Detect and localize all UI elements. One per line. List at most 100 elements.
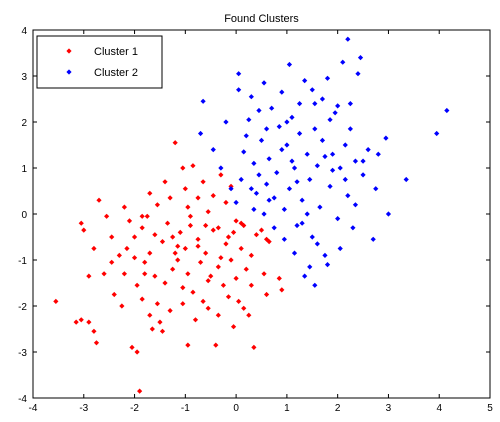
data-point — [147, 312, 153, 318]
data-point — [360, 158, 366, 164]
data-point — [139, 213, 145, 219]
data-point — [195, 243, 201, 249]
data-point — [185, 271, 191, 277]
data-point — [210, 227, 216, 233]
data-point — [175, 243, 181, 249]
data-point — [269, 105, 275, 111]
data-point — [129, 344, 135, 350]
data-point — [286, 61, 293, 68]
data-point — [172, 140, 178, 146]
data-point — [319, 137, 326, 143]
data-point — [187, 213, 194, 219]
data-point — [236, 87, 242, 93]
data-point — [152, 273, 158, 279]
data-point — [167, 195, 173, 201]
data-point — [258, 227, 265, 233]
data-point — [170, 266, 176, 272]
data-point — [126, 218, 133, 224]
series-2 — [197, 36, 450, 288]
data-point — [335, 216, 341, 222]
data-point — [322, 252, 328, 258]
data-point — [296, 101, 303, 107]
data-point — [274, 170, 280, 176]
series-layer — [53, 36, 450, 394]
data-point — [253, 232, 260, 238]
data-point — [284, 119, 290, 125]
data-point — [78, 220, 84, 226]
data-point — [352, 202, 359, 208]
data-point — [177, 229, 183, 235]
data-point — [228, 257, 234, 263]
data-point — [383, 135, 389, 141]
legend-marker — [66, 69, 72, 75]
data-point — [197, 130, 204, 137]
data-point — [238, 220, 244, 226]
data-point — [304, 211, 310, 217]
data-point — [434, 130, 440, 137]
data-point — [119, 303, 125, 309]
data-point — [337, 165, 343, 171]
data-point — [271, 195, 277, 201]
data-point — [335, 103, 341, 109]
data-point — [263, 291, 270, 298]
data-point — [403, 176, 409, 183]
x-axis: -4 -3 -2 -1 0 1 2 3 4 5 — [29, 30, 493, 414]
data-point — [357, 55, 364, 61]
data-point — [172, 250, 178, 256]
data-point — [266, 239, 272, 245]
data-point — [307, 264, 313, 270]
data-point — [116, 252, 122, 258]
data-point — [139, 296, 145, 302]
data-point — [345, 193, 351, 199]
data-point — [276, 275, 282, 281]
data-point — [261, 271, 267, 277]
data-point — [225, 234, 232, 240]
data-point — [309, 87, 315, 93]
x-tick-label: -1 — [181, 403, 190, 414]
data-point — [329, 167, 336, 173]
data-point — [164, 220, 171, 226]
data-point — [131, 234, 138, 240]
data-point — [365, 147, 371, 153]
data-point — [246, 312, 252, 318]
x-tick-label: 5 — [487, 403, 493, 414]
data-point — [294, 179, 300, 185]
data-point — [284, 142, 290, 148]
data-point — [200, 98, 206, 104]
data-point — [261, 80, 267, 86]
y-tick-label: -2 — [18, 302, 27, 313]
x-tick-label: -4 — [29, 403, 38, 414]
y-axis: -4 -3 -2 -1 0 1 2 3 4 — [18, 26, 490, 405]
data-point — [175, 257, 181, 263]
data-point — [228, 186, 234, 192]
data-point — [238, 176, 244, 183]
data-point — [180, 165, 186, 171]
x-tick-label: 1 — [284, 403, 290, 414]
data-point — [134, 282, 140, 288]
data-point — [279, 147, 285, 153]
data-point — [203, 250, 209, 256]
data-point — [327, 183, 333, 189]
data-point — [251, 160, 257, 166]
data-point — [78, 317, 84, 323]
data-point — [197, 259, 204, 265]
data-point — [53, 298, 59, 304]
data-point — [213, 342, 219, 348]
legend-label: Cluster 2 — [94, 67, 138, 79]
data-point — [187, 222, 194, 229]
data-point — [195, 236, 201, 242]
data-point — [307, 176, 313, 183]
data-point — [279, 287, 285, 293]
data-point — [261, 211, 267, 217]
data-point — [279, 89, 285, 95]
data-point — [375, 151, 381, 157]
data-point — [104, 213, 110, 219]
data-point — [241, 149, 247, 155]
data-point — [243, 133, 249, 139]
data-point — [248, 94, 254, 100]
data-point — [210, 147, 216, 153]
data-point — [373, 186, 379, 192]
data-point — [101, 271, 107, 277]
data-point — [342, 176, 348, 183]
data-point — [253, 190, 260, 196]
